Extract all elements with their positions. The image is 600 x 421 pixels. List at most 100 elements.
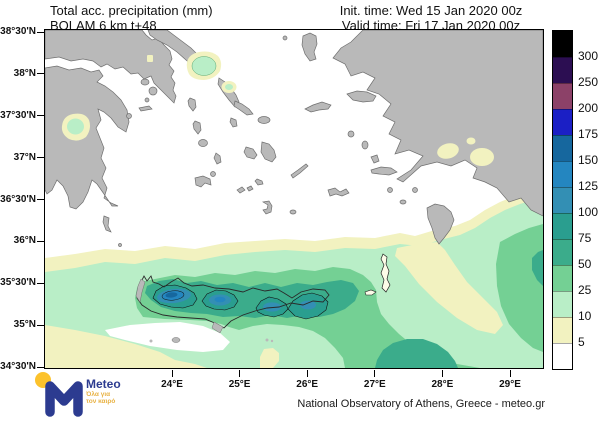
island-amorgos <box>290 163 309 179</box>
island-patmos <box>347 130 355 138</box>
colorbar-tick-label: 250 <box>578 75 599 89</box>
islet-chrysi-1 <box>265 338 269 342</box>
logo-wordmark: Meteo <box>86 377 121 391</box>
island-kea <box>187 97 197 112</box>
colorbar-segment <box>553 109 572 135</box>
precip-5mm-bottom-left <box>45 325 207 368</box>
colorbar-segment <box>553 187 572 213</box>
island-karpathos <box>380 253 391 293</box>
island-serifos <box>198 139 208 147</box>
precip-100mm-east <box>300 300 316 310</box>
island-ikaria <box>304 101 332 113</box>
colorbar-segment <box>553 343 572 369</box>
lat-tick <box>37 115 44 117</box>
patch-turkey-1 <box>437 143 459 159</box>
colorbar-tick-label: 100 <box>578 205 599 219</box>
island-paros <box>243 146 258 160</box>
logo-m-icon <box>45 381 83 417</box>
dry-slot-sw-crete <box>105 322 230 352</box>
lon-tick-label: 24°E <box>161 379 183 390</box>
island-samos <box>346 90 377 103</box>
colorbar-tick-label: 75 <box>578 231 592 245</box>
patch-attica-inner <box>191 56 217 76</box>
crete-coast-overlay <box>135 275 330 343</box>
map-frame <box>44 29 544 369</box>
lat-tick-label: 38°N <box>13 67 36 79</box>
lat-tick <box>37 324 44 326</box>
island-ios <box>254 178 264 186</box>
island-sifnos <box>213 152 222 165</box>
island-psara <box>282 35 288 41</box>
attribution-text: National Observatory of Athens, Greece -… <box>297 398 545 410</box>
islet-chrysi-2 <box>270 339 274 343</box>
precip-125mm-center <box>214 296 226 303</box>
lat-tick-label: 36°30'N <box>0 193 36 205</box>
lon-tick-label: 26°E <box>296 379 319 390</box>
colorbar-segment <box>553 265 572 291</box>
islet-gavdopoula <box>149 339 153 343</box>
meteo-logo <box>35 372 83 417</box>
land-peloponnese <box>44 65 130 210</box>
colorbar-segment <box>553 161 572 187</box>
island-kythira <box>102 215 112 233</box>
init-time: Init. time: Wed 15 Jan 2020 00z <box>339 3 523 18</box>
island-naxos <box>260 141 277 163</box>
lon-tick <box>306 370 308 377</box>
patch-peloponnese-inner <box>67 118 84 135</box>
colorbar-segment <box>553 291 572 317</box>
island-kos <box>370 166 398 176</box>
precipitation-layers <box>45 190 543 368</box>
colorbar-segment <box>553 317 572 343</box>
precip-25mm-east <box>496 224 543 352</box>
colorbar-segment <box>553 31 572 57</box>
lon-tick-label: 28°E <box>431 379 454 390</box>
islands-east-aegean <box>282 32 455 245</box>
colorbar-legend: 300 250 200 175 150 125 100 75 50 25 10 5 <box>552 30 600 370</box>
island-chios <box>301 32 318 62</box>
island-astypalaia <box>327 187 350 197</box>
land-attica-boeotia <box>44 29 177 104</box>
lat-tick <box>37 31 44 33</box>
lon-tick <box>509 370 511 377</box>
island-syros <box>229 117 238 128</box>
cape-lithino-gray <box>211 321 224 334</box>
island-anafi <box>289 209 297 215</box>
island-kalymnos <box>370 154 380 164</box>
colorbar-tick-label: 150 <box>578 153 599 167</box>
colorbar-tick-label: 200 <box>578 101 599 115</box>
colorbar-segment <box>553 57 572 83</box>
island-gavdos <box>171 337 181 343</box>
land-masses <box>44 29 544 247</box>
colorbar-tick-label: 175 <box>578 127 599 141</box>
precip-50mm-south-blob <box>375 339 458 368</box>
lat-tick-label: 36°N <box>13 235 36 247</box>
lon-tick <box>171 370 173 377</box>
island-milos <box>194 175 212 188</box>
colorbar-swatches <box>552 30 573 370</box>
lon-tick-label: 27°E <box>363 379 386 390</box>
colorbar-tick-label: 10 <box>578 309 592 323</box>
logo-tagline: Όλα για τον καιρό <box>86 391 116 405</box>
colorbar-segment <box>553 239 572 265</box>
island-salamis <box>140 78 150 86</box>
lat-tick <box>37 157 44 159</box>
island-mykonos <box>257 116 271 124</box>
island-symi <box>412 187 418 193</box>
island-tilos <box>399 199 407 205</box>
crete-west-tip-gray <box>135 278 146 303</box>
island-kasos <box>364 289 377 296</box>
island-santorini <box>262 200 273 215</box>
lon-tick-label: 25°E <box>228 379 251 390</box>
precip-5mm-bottom-patch <box>260 348 279 368</box>
lon-tick <box>374 370 376 377</box>
precip-100mm-eastcenter <box>263 302 281 312</box>
precip-heavy-cores <box>157 288 316 312</box>
colorbar-tick-label: 125 <box>578 179 599 193</box>
island-nisyros <box>387 187 393 193</box>
lat-tick <box>37 366 44 368</box>
island-rhodes <box>426 203 455 245</box>
island-antikythera <box>118 243 122 247</box>
island-kythnos <box>192 120 202 135</box>
island-poros <box>144 97 150 103</box>
